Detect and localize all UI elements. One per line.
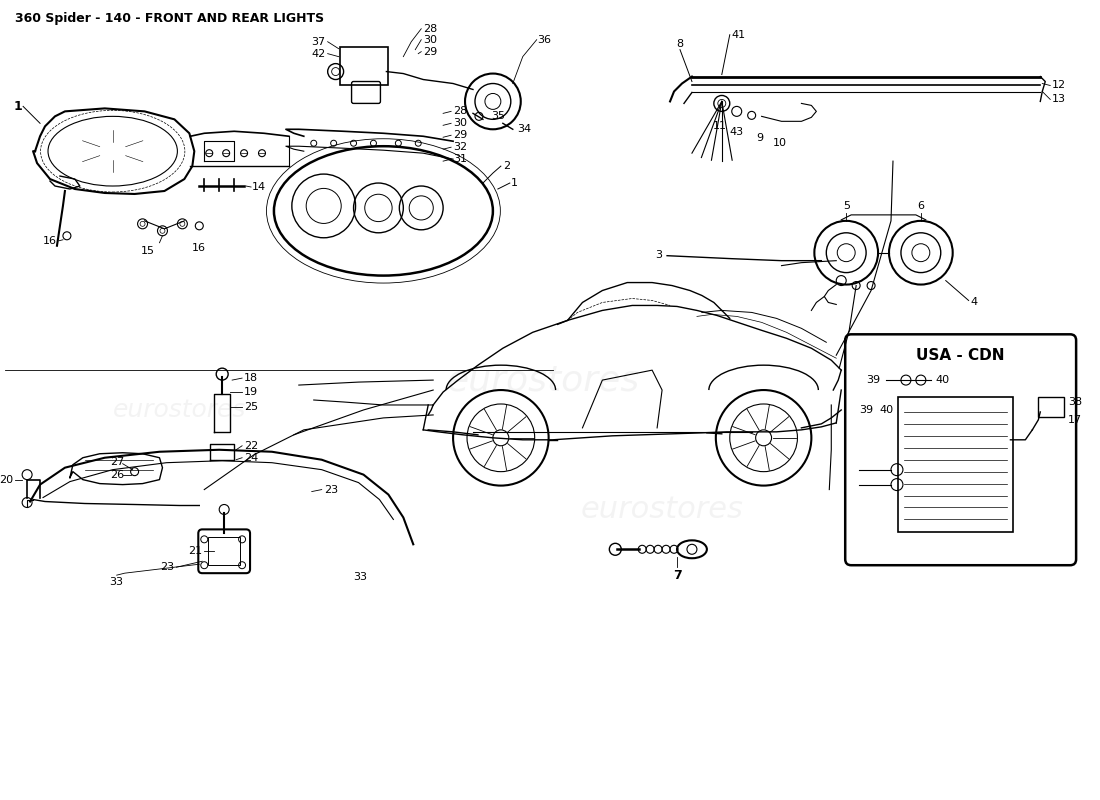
Text: 40: 40 <box>879 405 893 415</box>
Text: 19: 19 <box>244 387 258 397</box>
Text: 6: 6 <box>917 201 924 211</box>
Text: 3: 3 <box>656 250 662 260</box>
Text: 2: 2 <box>503 161 510 171</box>
Text: 36: 36 <box>538 34 552 45</box>
Text: 23: 23 <box>161 562 175 572</box>
Text: 32: 32 <box>453 142 468 152</box>
Text: 29: 29 <box>453 130 468 140</box>
Text: 1: 1 <box>510 178 518 188</box>
Text: 20: 20 <box>0 474 13 485</box>
Text: 40: 40 <box>936 375 949 385</box>
Text: 39: 39 <box>859 405 873 415</box>
Text: eurostores: eurostores <box>446 363 639 397</box>
Text: 8: 8 <box>676 38 683 49</box>
Text: 7: 7 <box>672 569 681 582</box>
Text: 4: 4 <box>970 298 978 307</box>
Text: 28: 28 <box>453 106 468 116</box>
Text: 33: 33 <box>353 572 367 582</box>
Text: 21: 21 <box>188 546 202 556</box>
Text: 23: 23 <box>323 485 338 494</box>
Text: 31: 31 <box>453 154 468 164</box>
Text: 30: 30 <box>424 34 437 45</box>
Text: eurostores: eurostores <box>112 398 246 422</box>
Text: eurostores: eurostores <box>581 495 744 524</box>
Text: 13: 13 <box>1053 94 1066 105</box>
Text: 37: 37 <box>311 37 326 46</box>
Text: 10: 10 <box>772 138 786 148</box>
Text: 41: 41 <box>732 30 746 40</box>
Text: 360 Spider - 140 - FRONT AND REAR LIGHTS: 360 Spider - 140 - FRONT AND REAR LIGHTS <box>15 12 324 25</box>
Text: 1: 1 <box>13 100 22 113</box>
Text: 29: 29 <box>424 46 438 57</box>
Text: 9: 9 <box>756 134 763 143</box>
Text: 11: 11 <box>713 122 727 131</box>
Text: 22: 22 <box>244 441 258 450</box>
Text: 39: 39 <box>866 375 880 385</box>
Text: 16: 16 <box>43 236 57 246</box>
Text: 26: 26 <box>110 470 124 480</box>
Text: 24: 24 <box>244 453 258 462</box>
Text: 38: 38 <box>1068 397 1082 407</box>
Text: 42: 42 <box>311 49 326 58</box>
Text: 18: 18 <box>244 373 258 383</box>
Text: 15: 15 <box>141 246 154 256</box>
Text: USA - CDN: USA - CDN <box>916 348 1005 363</box>
Text: 17: 17 <box>1068 415 1082 425</box>
Text: 5: 5 <box>843 201 849 211</box>
Text: 27: 27 <box>110 457 124 466</box>
Text: 34: 34 <box>517 124 531 134</box>
Text: 16: 16 <box>192 242 207 253</box>
Text: 12: 12 <box>1053 81 1066 90</box>
Text: 33: 33 <box>110 577 123 587</box>
Text: 28: 28 <box>424 24 438 34</box>
Text: 43: 43 <box>729 127 744 138</box>
Text: 30: 30 <box>453 118 468 128</box>
Text: 25: 25 <box>244 402 258 412</box>
Text: 35: 35 <box>491 111 505 122</box>
Text: 14: 14 <box>252 182 266 192</box>
